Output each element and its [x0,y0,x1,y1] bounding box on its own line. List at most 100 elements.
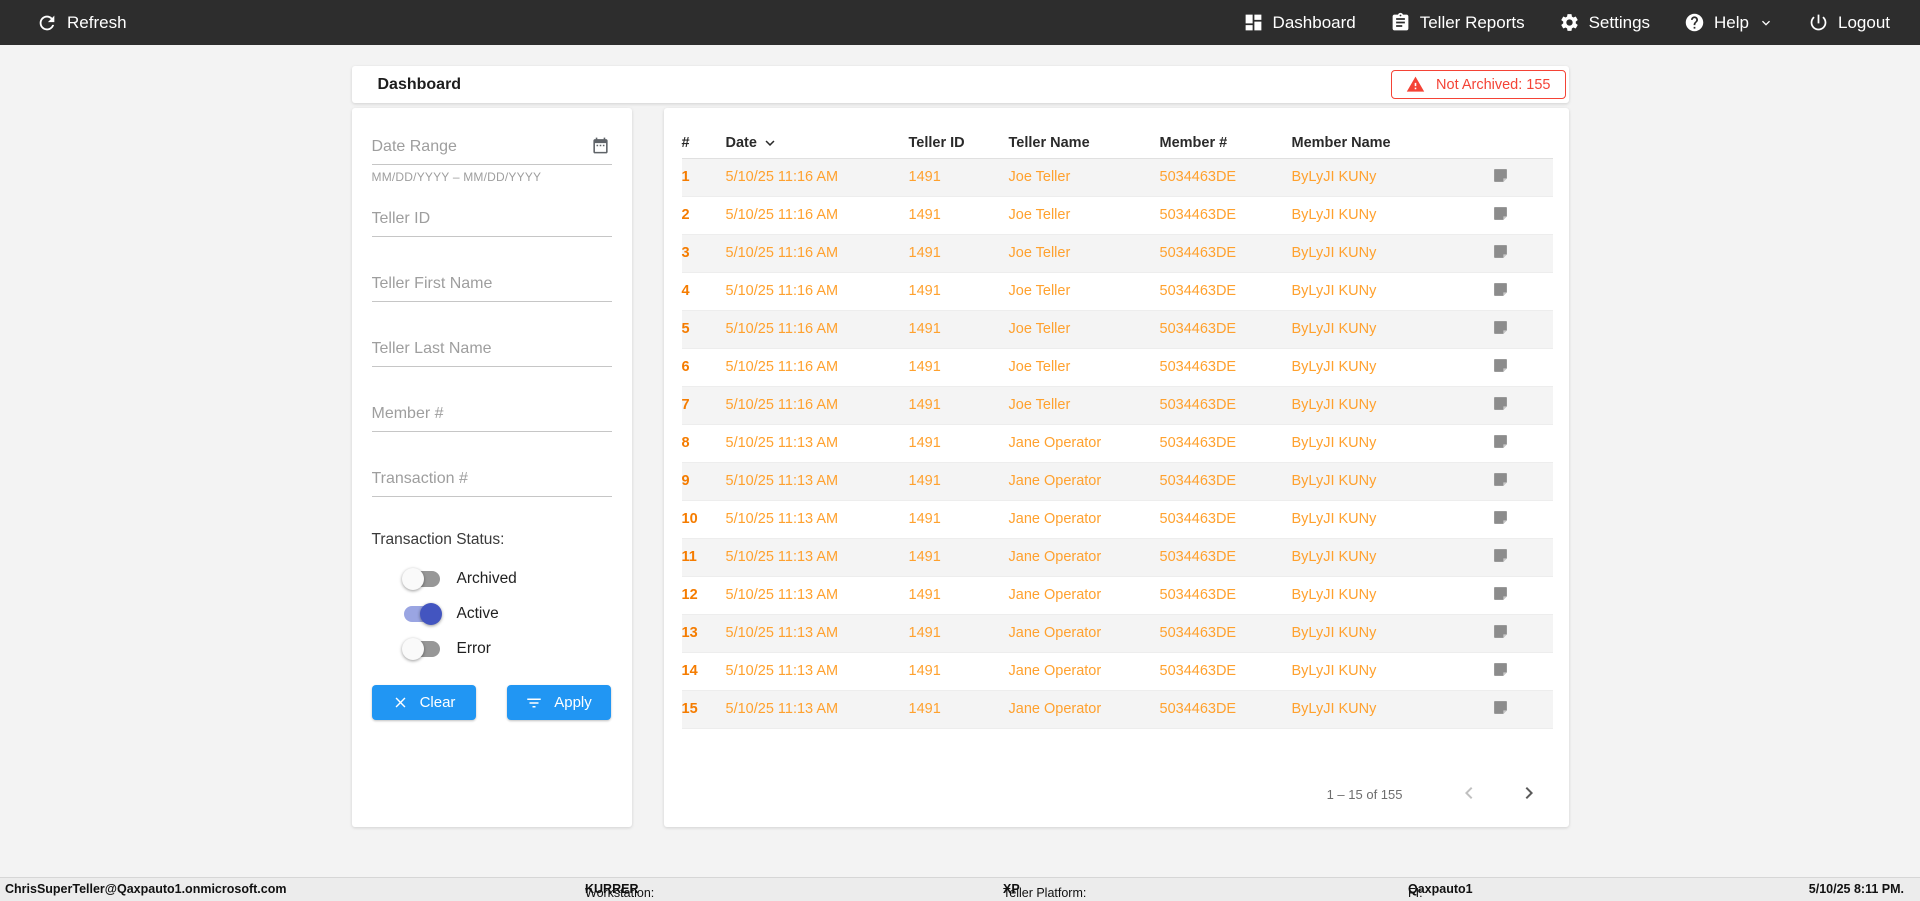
teller-last-name-input[interactable] [371,336,612,367]
row-teller-id-cell: 1491 [908,158,1009,197]
table-row[interactable]: 14 5/10/25 11:13 AM 1491 Jane Operator 5… [681,652,1553,691]
row-member-id-cell: 5034463DE [1159,234,1292,273]
row-note-cell [1489,614,1553,653]
row-member-name-cell: ByLyJI KUNy [1291,690,1490,729]
row-teller-name-cell: Joe Teller [1008,158,1160,197]
chevron-right-icon [1517,781,1541,805]
teller-first-name-input[interactable] [371,271,612,302]
row-teller-name-cell: Jane Operator [1008,538,1160,577]
teller-id-input[interactable] [371,206,612,237]
note-icon[interactable] [1492,319,1509,336]
table-row[interactable]: 11 5/10/25 11:13 AM 1491 Jane Operator 5… [681,538,1553,577]
teller-first-name-field [371,271,612,302]
previous-page-button[interactable] [1451,781,1487,808]
note-icon[interactable] [1492,357,1509,374]
col-header-number: # [681,128,726,159]
row-note-cell [1489,576,1553,615]
col-header-date-label: Date [725,134,757,151]
calendar-icon[interactable] [591,136,610,155]
note-icon[interactable] [1492,243,1509,260]
nav-logout-label: Logout [1838,12,1890,32]
table-row[interactable]: 13 5/10/25 11:13 AM 1491 Jane Operator 5… [681,614,1553,653]
table-row[interactable]: 15 5/10/25 11:13 AM 1491 Jane Operator 5… [681,690,1553,729]
active-toggle-switch[interactable] [402,602,442,626]
row-member-id-cell: 5034463DE [1159,652,1292,691]
nav-help[interactable]: Help [1684,12,1774,33]
note-icon[interactable] [1492,585,1509,602]
table-row[interactable]: 12 5/10/25 11:13 AM 1491 Jane Operator 5… [681,576,1553,615]
table-row[interactable]: 6 5/10/25 11:16 AM 1491 Joe Teller 50344… [681,348,1553,387]
filter-icon [525,694,543,712]
row-teller-name-cell: Joe Teller [1008,310,1160,349]
toggle-error[interactable]: Error [401,637,612,661]
topbar-right-nav: Dashboard Teller Reports Settings Help [1243,12,1890,33]
table-row[interactable]: 9 5/10/25 11:13 AM 1491 Jane Operator 50… [681,462,1553,501]
member-number-input[interactable] [371,401,612,432]
toggle-active[interactable]: Active [402,602,612,626]
row-teller-name-cell: Joe Teller [1008,196,1160,235]
col-header-date[interactable]: Date [725,128,909,159]
row-date-cell: 5/10/25 11:16 AM [725,158,909,197]
note-icon[interactable] [1492,395,1509,412]
table-header-row: # Date Teller ID Teller Name Member # [681,128,1553,159]
error-toggle-switch[interactable] [401,637,442,661]
row-teller-name-cell: Joe Teller [1008,234,1160,273]
row-member-name-cell: ByLyJI KUNy [1291,158,1490,197]
note-icon[interactable] [1492,623,1509,640]
table-row[interactable]: 10 5/10/25 11:13 AM 1491 Jane Operator 5… [681,500,1553,539]
transaction-status-label: Transaction Status: [371,531,505,548]
archived-toggle-switch[interactable] [401,567,442,591]
row-member-name-cell: ByLyJI KUNy [1291,614,1490,653]
row-member-id-cell: 5034463DE [1159,538,1292,577]
member-number-field [371,401,612,432]
nav-teller-reports[interactable]: Teller Reports [1390,12,1525,33]
note-icon[interactable] [1492,433,1509,450]
table-row[interactable]: 7 5/10/25 11:16 AM 1491 Joe Teller 50344… [681,386,1553,425]
nav-dashboard[interactable]: Dashboard [1243,12,1356,33]
row-teller-id-cell: 1491 [908,272,1009,311]
row-member-id-cell: 5034463DE [1159,310,1292,349]
next-page-button[interactable] [1511,781,1547,808]
transaction-number-input[interactable] [371,466,612,497]
table-row[interactable]: 5 5/10/25 11:16 AM 1491 Joe Teller 50344… [681,310,1553,349]
nav-settings-label: Settings [1588,12,1651,32]
row-date-cell: 5/10/25 11:13 AM [725,652,909,691]
row-member-name-cell: ByLyJI KUNy [1291,348,1490,387]
chevron-down-icon [1758,15,1774,31]
row-number-cell: 4 [681,272,726,311]
note-icon[interactable] [1492,699,1509,716]
nav-logout[interactable]: Logout [1808,12,1890,33]
table-row[interactable]: 4 5/10/25 11:16 AM 1491 Joe Teller 50344… [681,272,1553,311]
table-row[interactable]: 8 5/10/25 11:13 AM 1491 Jane Operator 50… [681,424,1553,463]
toggle-archived[interactable]: Archived [401,567,612,591]
date-range-input[interactable] [371,134,612,165]
row-number-cell: 9 [681,462,726,501]
dashboard-icon [1243,12,1264,33]
note-icon[interactable] [1492,509,1509,526]
note-icon[interactable] [1492,281,1509,298]
table-row[interactable]: 2 5/10/25 11:16 AM 1491 Joe Teller 50344… [681,196,1553,235]
teller-reports-icon [1390,12,1411,33]
note-icon[interactable] [1492,661,1509,678]
note-icon[interactable] [1492,547,1509,564]
row-date-cell: 5/10/25 11:13 AM [725,690,909,729]
clear-button[interactable]: Clear [371,685,476,720]
row-teller-id-cell: 1491 [908,310,1009,349]
nav-settings[interactable]: Settings [1559,12,1650,33]
apply-button[interactable]: Apply [506,685,611,720]
row-date-cell: 5/10/25 11:16 AM [725,348,909,387]
row-teller-id-cell: 1491 [908,690,1009,729]
row-number-cell: 14 [681,652,726,691]
table-row[interactable]: 1 5/10/25 11:16 AM 1491 Joe Teller 50344… [681,158,1553,197]
note-icon[interactable] [1492,471,1509,488]
note-icon[interactable] [1492,167,1509,184]
row-member-name-cell: ByLyJI KUNy [1291,576,1490,615]
refresh-button[interactable]: Refresh [36,12,127,34]
note-icon[interactable] [1492,205,1509,222]
not-archived-badge-label: Not Archived: 155 [1436,76,1551,93]
content-area: Dashboard Not Archived: 155 MM/DD/YYYY –… [351,66,1569,827]
table-row[interactable]: 3 5/10/25 11:16 AM 1491 Joe Teller 50344… [681,234,1553,273]
row-date-cell: 5/10/25 11:13 AM [725,576,909,615]
row-note-cell [1489,652,1553,691]
not-archived-badge[interactable]: Not Archived: 155 [1391,70,1566,99]
